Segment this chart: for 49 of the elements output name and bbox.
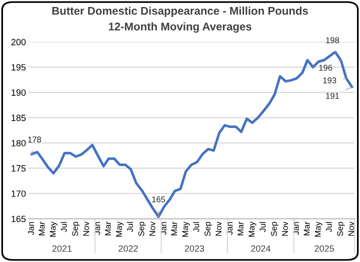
chart-subtitle: 12-Month Moving Averages [108,22,252,33]
text: 2022 [118,245,138,252]
x-tick-label: Sep [138,222,146,236]
x-tick-label: Nov [216,222,222,236]
annotation: 191 [326,92,339,99]
x-tick-label: Mar [238,222,244,236]
x-tick-label: May [182,222,190,237]
x-tick-label: May [50,222,58,237]
y-tick-label: 170 [12,190,26,197]
x-tick-label: Jul [193,222,200,232]
annotation: 165 [152,196,166,202]
text: 2025 [314,245,334,252]
x-tick-label: Nov [348,222,354,236]
x-tick-label: Sep [72,222,80,236]
x-tick-label: Nov [83,222,90,236]
x-tick-label: May [314,222,322,237]
chart-title: Butter Domestic Disappearance - Million Pounds [52,6,308,17]
x-tick-label: Nov [149,222,156,236]
annotation: 178 [28,136,42,142]
x-tick-label: Jan [28,222,34,235]
x-tick-label: Sep [337,222,345,236]
y-tick-label: 190 [12,89,26,96]
y-tick-label: 200 [11,38,26,46]
x-tick-label: Jul [259,222,266,232]
x-tick-label: Jan [293,222,299,235]
x-tick-label: Nov [282,222,288,236]
y-tick-label: 175 [12,165,26,172]
x-tick-label: May [116,222,124,237]
text: 2021 [52,245,72,252]
annotation: 196 [319,64,332,71]
x-tick-label: Jul [126,222,133,232]
x-tick-label: Jul [326,222,332,232]
y-tick-label: 185 [12,114,26,122]
annotation: 198 [326,37,339,44]
x-tick-label: Mar [171,222,178,236]
annotation: 193 [323,77,336,84]
x-tick-label: Sep [270,222,278,236]
x-tick-label: Sep [204,222,212,236]
y-tick-label: 180 [12,140,26,146]
x-tick-label: Mar [38,222,45,236]
x-tick-label: Mar [105,222,111,236]
x-tick-label: Jul [60,222,67,232]
y-tick-label: 165 [12,216,26,222]
x-tick-label: Mar [304,222,310,236]
text: 2024 [251,245,270,252]
x-tick-label: May [248,222,256,237]
text: 2023 [184,245,204,252]
x-tick-label: Jan [160,222,166,235]
y-tick-label: 195 [12,64,26,71]
